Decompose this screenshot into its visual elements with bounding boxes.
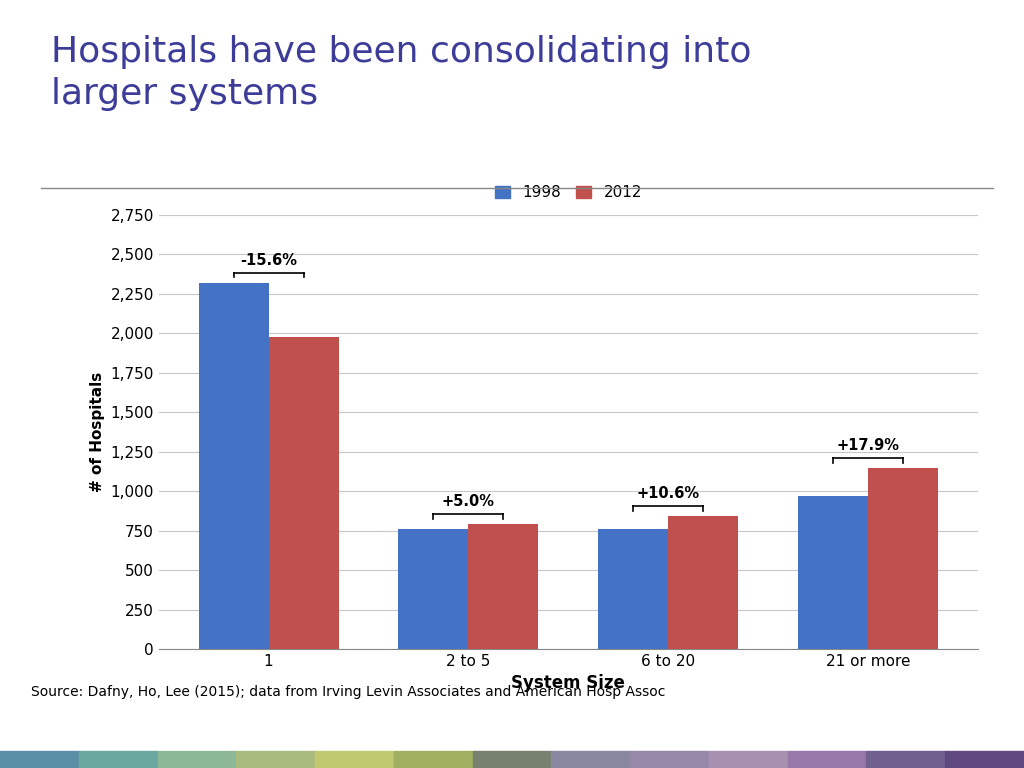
- Text: +10.6%: +10.6%: [637, 486, 699, 502]
- Bar: [199, 283, 268, 649]
- Bar: [398, 529, 468, 649]
- Bar: [468, 525, 539, 649]
- Text: Hospitals have been consolidating into
larger systems: Hospitals have been consolidating into l…: [51, 35, 752, 111]
- Legend: 1998, 2012: 1998, 2012: [488, 179, 648, 207]
- Bar: [868, 468, 938, 649]
- Text: -15.6%: -15.6%: [240, 253, 297, 268]
- Text: +17.9%: +17.9%: [837, 439, 899, 453]
- X-axis label: System Size: System Size: [511, 674, 626, 693]
- Y-axis label: # of Hospitals: # of Hospitals: [90, 372, 104, 492]
- Bar: [268, 337, 339, 649]
- Text: Source: Dafny, Ho, Lee (2015); data from Irving Levin Associates and American Ho: Source: Dafny, Ho, Lee (2015); data from…: [31, 685, 666, 699]
- Bar: [598, 529, 669, 649]
- Text: +5.0%: +5.0%: [442, 495, 495, 509]
- Bar: [798, 496, 868, 649]
- Bar: [669, 516, 738, 649]
